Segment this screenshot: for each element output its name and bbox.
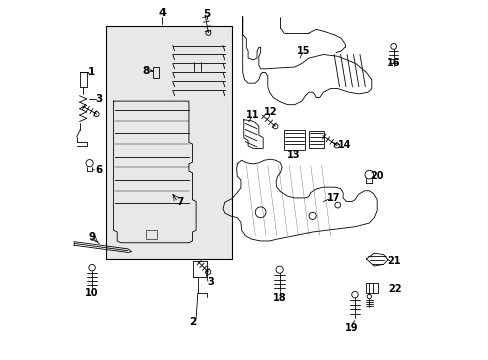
Text: 21: 21 bbox=[387, 256, 400, 266]
Text: 15: 15 bbox=[296, 46, 310, 56]
Text: 14: 14 bbox=[337, 140, 350, 150]
Text: 19: 19 bbox=[345, 323, 358, 333]
Text: 7: 7 bbox=[176, 197, 183, 207]
Text: 5: 5 bbox=[203, 9, 210, 19]
Text: 10: 10 bbox=[85, 288, 99, 298]
Text: 4: 4 bbox=[158, 8, 165, 18]
Text: 12: 12 bbox=[263, 107, 277, 117]
Text: 9: 9 bbox=[88, 232, 96, 242]
Text: 2: 2 bbox=[188, 317, 196, 327]
Text: 3: 3 bbox=[96, 94, 102, 104]
Bar bbox=[308, 131, 324, 148]
Text: 20: 20 bbox=[370, 171, 383, 181]
Bar bbox=[145, 230, 156, 239]
Text: 11: 11 bbox=[245, 111, 259, 121]
Bar bbox=[365, 283, 378, 293]
Bar bbox=[106, 26, 231, 259]
Text: 17: 17 bbox=[326, 193, 340, 203]
Text: 13: 13 bbox=[286, 150, 300, 160]
Text: 8: 8 bbox=[142, 66, 149, 76]
Text: 22: 22 bbox=[387, 284, 401, 294]
Text: 1: 1 bbox=[87, 67, 95, 77]
Bar bbox=[284, 130, 304, 149]
Text: 16: 16 bbox=[386, 58, 400, 68]
Text: 18: 18 bbox=[272, 293, 286, 303]
Text: 6: 6 bbox=[95, 165, 102, 175]
Bar bbox=[153, 67, 159, 78]
Text: 3: 3 bbox=[206, 277, 213, 287]
